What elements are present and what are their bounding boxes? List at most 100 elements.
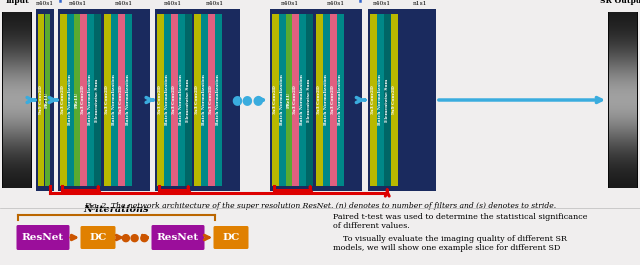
Bar <box>3 37 31 38</box>
Bar <box>609 66 637 67</box>
Bar <box>609 119 637 120</box>
Bar <box>609 179 637 180</box>
Text: n40s1: n40s1 <box>327 1 345 6</box>
Text: Batch Normalization: Batch Normalization <box>202 74 206 125</box>
Bar <box>609 54 637 55</box>
Bar <box>3 30 31 31</box>
Bar <box>185 14 191 186</box>
Bar <box>609 161 637 162</box>
Bar <box>3 31 31 32</box>
Text: DC: DC <box>222 233 239 242</box>
Bar <box>3 110 31 111</box>
Bar <box>609 37 637 38</box>
Bar <box>3 54 31 55</box>
Bar <box>609 77 637 78</box>
Bar <box>609 52 637 53</box>
Bar <box>3 108 31 109</box>
Bar <box>0 0 640 201</box>
Bar <box>3 49 31 50</box>
Bar <box>3 119 31 120</box>
Bar <box>45 14 50 186</box>
Text: Batch Normalization: Batch Normalization <box>112 74 116 125</box>
Bar <box>609 75 637 76</box>
Bar <box>3 57 31 58</box>
Text: n40s1: n40s1 <box>281 1 299 6</box>
Bar <box>3 170 31 171</box>
Bar <box>609 95 637 96</box>
Bar <box>3 182 31 183</box>
Bar <box>3 142 31 143</box>
Bar <box>609 14 637 15</box>
Text: Batch Normalization: Batch Normalization <box>88 74 92 125</box>
Bar <box>3 135 31 136</box>
Bar <box>337 14 344 186</box>
Bar <box>3 166 31 167</box>
Bar <box>609 111 637 112</box>
Bar <box>609 168 637 169</box>
Bar <box>3 150 31 151</box>
Bar <box>609 140 637 141</box>
Text: Batch Normalization: Batch Normalization <box>300 74 304 125</box>
Bar <box>3 46 31 47</box>
Bar <box>3 168 31 169</box>
Bar <box>3 97 31 98</box>
Bar <box>609 116 637 117</box>
Bar <box>3 53 31 54</box>
Bar <box>3 187 31 188</box>
Bar <box>3 56 31 57</box>
Text: PReLU: PReLU <box>75 92 79 108</box>
Text: Elementwise Sum: Elementwise Sum <box>95 78 99 122</box>
Bar <box>3 58 31 59</box>
Bar <box>157 14 163 186</box>
Bar <box>609 19 637 20</box>
Bar <box>609 79 637 80</box>
Bar <box>609 30 637 31</box>
Bar <box>3 64 31 65</box>
Bar <box>609 115 637 116</box>
Bar <box>609 85 637 86</box>
Bar <box>3 146 31 147</box>
Bar <box>609 59 637 60</box>
Bar <box>3 35 31 36</box>
Bar <box>3 163 31 164</box>
Bar <box>3 143 31 144</box>
Bar <box>609 43 637 44</box>
FancyBboxPatch shape <box>152 225 205 250</box>
Bar <box>125 14 131 186</box>
Text: n1s1: n1s1 <box>413 1 428 6</box>
Bar <box>609 166 637 167</box>
Bar <box>3 176 31 177</box>
Bar <box>384 14 390 186</box>
Bar <box>609 21 637 22</box>
Bar <box>3 16 31 17</box>
Bar <box>3 181 31 182</box>
Bar <box>609 148 637 149</box>
Bar <box>609 145 637 146</box>
Bar <box>609 88 637 89</box>
Bar <box>3 82 31 83</box>
Text: 9x9 Conv2D: 9x9 Conv2D <box>392 86 396 114</box>
Text: n40s1: n40s1 <box>164 1 182 6</box>
Bar <box>609 42 637 43</box>
Bar <box>609 157 637 158</box>
Bar <box>3 139 31 140</box>
Bar <box>609 92 637 93</box>
Bar <box>609 48 637 49</box>
Bar <box>3 145 31 146</box>
Text: To visually evaluate the imaging quality of different SR: To visually evaluate the imaging quality… <box>333 235 567 243</box>
Bar <box>609 112 637 113</box>
Bar <box>3 155 31 156</box>
Bar <box>609 136 637 137</box>
Text: Elementwise Sum: Elementwise Sum <box>307 78 311 122</box>
Bar <box>3 115 31 116</box>
Bar <box>3 23 31 24</box>
Bar <box>609 142 637 143</box>
Bar <box>3 127 31 128</box>
Bar <box>609 149 637 150</box>
Bar <box>3 47 31 48</box>
Bar <box>609 186 637 187</box>
Bar <box>609 182 637 183</box>
Bar <box>609 151 637 152</box>
Bar <box>3 91 31 92</box>
Bar <box>3 117 31 118</box>
